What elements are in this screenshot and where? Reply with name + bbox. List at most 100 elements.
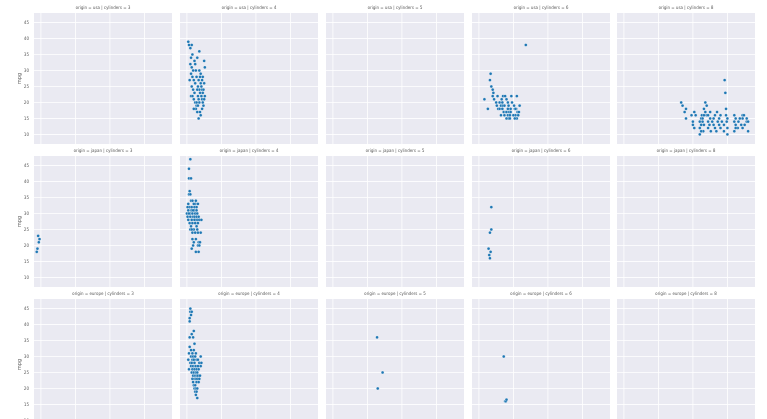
- scatter-point: [513, 107, 518, 111]
- y-tick-label: 40: [24, 179, 30, 184]
- facet-title: origin = europe | cylinders = 3: [72, 291, 134, 296]
- scatter-point: [494, 100, 498, 105]
- facet-panel: origin = japan | cylinders = 4: [180, 148, 318, 287]
- y-axis-label: mpg: [17, 216, 23, 227]
- y-tick-label: 10: [24, 275, 30, 280]
- scatter-point: [517, 104, 522, 108]
- scatter-point: [186, 358, 190, 362]
- scatter-point: [743, 123, 747, 127]
- scatter-point: [196, 215, 201, 219]
- scatter-point: [192, 91, 197, 95]
- scatter-point: [706, 113, 710, 117]
- scatter-point: [193, 62, 197, 66]
- scatter-point: [708, 110, 712, 114]
- scatter-point: [509, 94, 513, 98]
- scatter-point: [190, 247, 194, 251]
- scatter-point: [702, 107, 706, 111]
- scatter-point: [713, 113, 717, 117]
- scatter-point: [724, 113, 728, 117]
- scatter-point: [198, 374, 202, 378]
- facet-panel: origin = europe | cylinders = 6: [472, 291, 610, 419]
- scatter-point: [190, 43, 194, 47]
- facet-title: origin = japan | cylinders = 6: [512, 148, 571, 153]
- scatter-point: [515, 94, 519, 98]
- scatter-point: [734, 126, 738, 130]
- scatter-point: [194, 351, 198, 355]
- scatter-point: [517, 110, 521, 114]
- scatter-point: [192, 78, 196, 82]
- scatter-point: [195, 56, 199, 60]
- scatter-point: [193, 81, 197, 85]
- scatter-point: [717, 123, 721, 127]
- scatter-point: [188, 62, 193, 66]
- facet-panel: origin = usa | cylinders = 8: [617, 5, 755, 144]
- facet-panel: origin = japan | cylinders = 5: [326, 148, 464, 287]
- scatter-point: [186, 218, 190, 222]
- scatter-point: [682, 110, 687, 114]
- scatter-point: [500, 97, 504, 101]
- scatter-point: [717, 116, 721, 121]
- scatter-point: [700, 119, 705, 124]
- y-tick-label: 15: [24, 402, 30, 407]
- scatter-point: [702, 113, 706, 117]
- facet-background: [472, 156, 610, 287]
- scatter-point: [732, 129, 736, 133]
- scatter-point: [197, 68, 201, 73]
- scatter-point: [199, 218, 204, 222]
- scatter-point: [506, 107, 510, 111]
- scatter-point: [201, 88, 206, 92]
- scatter-point: [195, 211, 199, 216]
- scatter-point: [502, 104, 507, 108]
- scatter-point: [711, 116, 716, 121]
- scatter-point: [188, 221, 192, 225]
- scatter-point: [190, 52, 195, 57]
- scatter-point: [500, 107, 505, 111]
- scatter-point: [35, 247, 40, 251]
- scatter-point: [188, 306, 193, 311]
- scatter-point: [679, 100, 683, 105]
- scatter-point: [745, 116, 749, 121]
- scatter-point: [376, 386, 380, 391]
- scatter-point: [190, 227, 194, 232]
- scatter-point: [196, 116, 201, 121]
- facet-title: origin = europe | cylinders = 5: [364, 291, 426, 296]
- facet-panel: origin = europe | cylinders = 5: [326, 291, 464, 419]
- scatter-point: [194, 237, 198, 241]
- scatter-point: [718, 126, 723, 130]
- scatter-point: [746, 129, 750, 133]
- scatter-point: [742, 113, 746, 117]
- scatter-point: [199, 84, 204, 89]
- scatter-point: [202, 81, 206, 85]
- scatter-point: [193, 383, 197, 387]
- scatter-point: [198, 91, 202, 95]
- scatter-point: [196, 367, 201, 371]
- scatter-point: [190, 351, 195, 355]
- scatter-point: [196, 97, 201, 101]
- scatter-point: [188, 189, 192, 193]
- scatter-point: [487, 253, 491, 257]
- scatter-point: [195, 386, 199, 391]
- scatter-point: [508, 110, 513, 114]
- scatter-point: [35, 250, 39, 254]
- scatter-point: [506, 104, 511, 108]
- scatter-point: [497, 100, 502, 105]
- scatter-point: [190, 75, 195, 79]
- scatter-point: [195, 227, 199, 232]
- scatter-point: [192, 202, 196, 206]
- facet-background: [34, 13, 172, 144]
- y-axis-label: mpg: [17, 359, 23, 370]
- scatter-point: [196, 250, 201, 254]
- scatter-point: [720, 119, 724, 124]
- scatter-point: [190, 231, 195, 235]
- scatter-point: [190, 361, 194, 365]
- scatter-point: [699, 129, 703, 133]
- scatter-point: [491, 94, 495, 98]
- scatter-point: [691, 123, 695, 127]
- scatter-point: [503, 94, 507, 98]
- scatter-point: [488, 250, 493, 254]
- scatter-point: [706, 126, 710, 130]
- scatter-point: [707, 123, 712, 127]
- y-tick-label: 30: [24, 68, 30, 73]
- scatter-point: [725, 119, 729, 124]
